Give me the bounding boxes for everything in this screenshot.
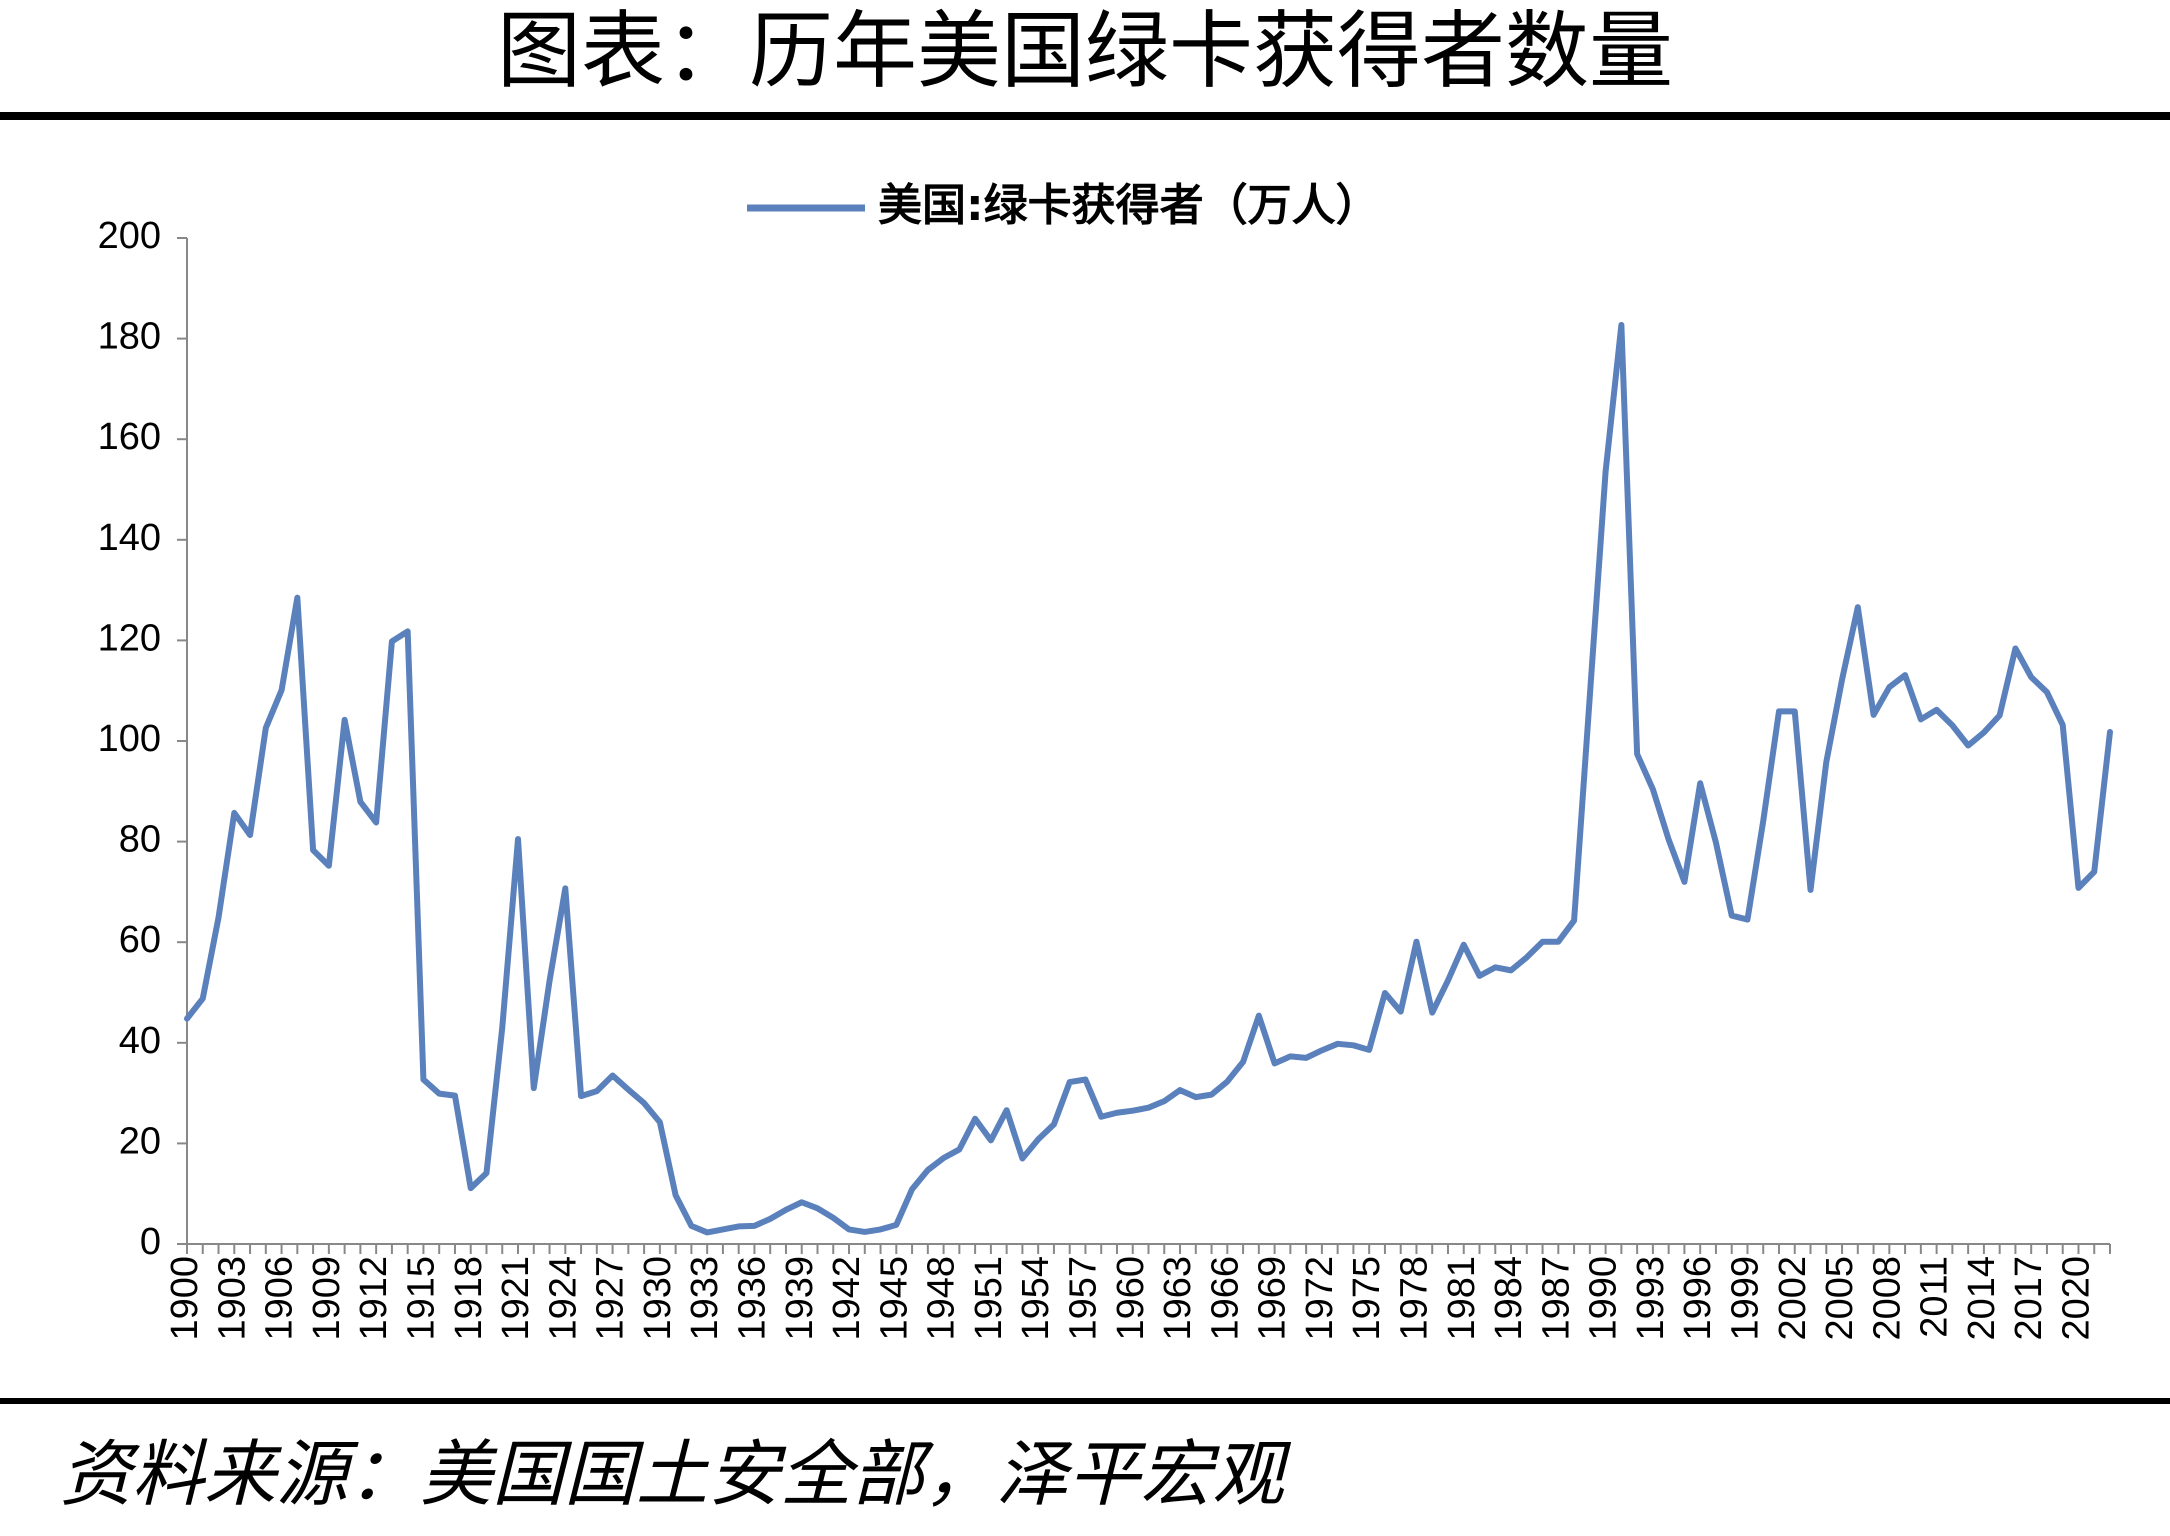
x-tick-label: 2008 bbox=[1866, 1256, 1908, 1341]
x-tick-label: 1978 bbox=[1393, 1256, 1435, 1341]
x-tick-label: 1951 bbox=[968, 1256, 1010, 1341]
x-tick-label: 1930 bbox=[637, 1256, 679, 1341]
x-tick-label: 1924 bbox=[542, 1256, 584, 1341]
x-tick-label: 1972 bbox=[1299, 1256, 1341, 1341]
y-tick-label: 60 bbox=[119, 919, 161, 961]
x-tick-label: 1957 bbox=[1062, 1256, 1104, 1341]
x-tick-label: 1915 bbox=[400, 1256, 442, 1341]
y-tick-label: 160 bbox=[98, 416, 161, 458]
y-tick-label: 180 bbox=[98, 316, 161, 358]
x-tick-label: 1933 bbox=[684, 1256, 726, 1341]
x-tick-label: 2017 bbox=[2008, 1256, 2050, 1341]
x-tick-label: 1942 bbox=[826, 1256, 868, 1341]
x-tick-label: 1921 bbox=[495, 1256, 537, 1341]
series-line bbox=[184, 322, 2113, 1236]
y-tick-label: 120 bbox=[98, 617, 161, 659]
x-tick-label: 1969 bbox=[1252, 1256, 1294, 1341]
x-tick-label: 2005 bbox=[1819, 1256, 1861, 1341]
x-tick-label: 1939 bbox=[779, 1256, 821, 1341]
x-tick-label: 2011 bbox=[1914, 1256, 1956, 1338]
x-tick-label: 1960 bbox=[1110, 1256, 1152, 1341]
source-rule bbox=[0, 1398, 2170, 1404]
x-tick-label: 1909 bbox=[306, 1256, 348, 1341]
x-tick-label: 1999 bbox=[1724, 1256, 1766, 1341]
x-tick-label: 1984 bbox=[1488, 1256, 1530, 1341]
source-note: 资料来源：美国国土安全部，泽平宏观 bbox=[60, 1432, 1292, 1516]
x-tick-label: 1981 bbox=[1441, 1256, 1483, 1341]
x-tick-label: 1927 bbox=[590, 1256, 632, 1341]
chart-title: 图表：历年美国绿卡获得者数量 bbox=[497, 2, 1673, 100]
x-tick-label: 2020 bbox=[2056, 1256, 2098, 1341]
x-tick-label: 1906 bbox=[259, 1256, 301, 1341]
y-tick-label: 0 bbox=[140, 1221, 161, 1263]
x-tick-label: 1912 bbox=[353, 1256, 395, 1341]
y-tick-label: 80 bbox=[119, 819, 161, 861]
y-tick-label: 100 bbox=[98, 718, 161, 760]
x-tick-label: 1945 bbox=[873, 1256, 915, 1341]
legend-label: 美国:绿卡获得者（万人） bbox=[878, 180, 1380, 231]
x-tick-label: 1975 bbox=[1346, 1256, 1388, 1341]
x-tick-label: 1993 bbox=[1630, 1256, 1672, 1341]
x-tick-label: 1963 bbox=[1157, 1256, 1199, 1341]
x-tick-label: 1954 bbox=[1015, 1256, 1057, 1341]
x-tick-label: 2014 bbox=[1961, 1256, 2003, 1341]
y-tick-label: 200 bbox=[98, 215, 161, 257]
x-tick-label: 1900 bbox=[164, 1256, 206, 1341]
x-tick-label: 2002 bbox=[1772, 1256, 1814, 1341]
x-tick-label: 1966 bbox=[1204, 1256, 1246, 1341]
y-tick-label: 140 bbox=[98, 517, 161, 559]
x-tick-label: 1990 bbox=[1583, 1256, 1625, 1341]
x-tick-label: 1996 bbox=[1677, 1256, 1719, 1341]
y-tick-label: 20 bbox=[119, 1120, 161, 1162]
x-tick-label: 1903 bbox=[211, 1256, 253, 1341]
x-tick-label: 1918 bbox=[448, 1256, 490, 1341]
x-tick-label: 1987 bbox=[1535, 1256, 1577, 1341]
y-tick-label: 40 bbox=[119, 1020, 161, 1062]
x-tick-label: 1936 bbox=[731, 1256, 773, 1341]
title-rule bbox=[0, 112, 2170, 120]
x-tick-label: 1948 bbox=[921, 1256, 963, 1341]
